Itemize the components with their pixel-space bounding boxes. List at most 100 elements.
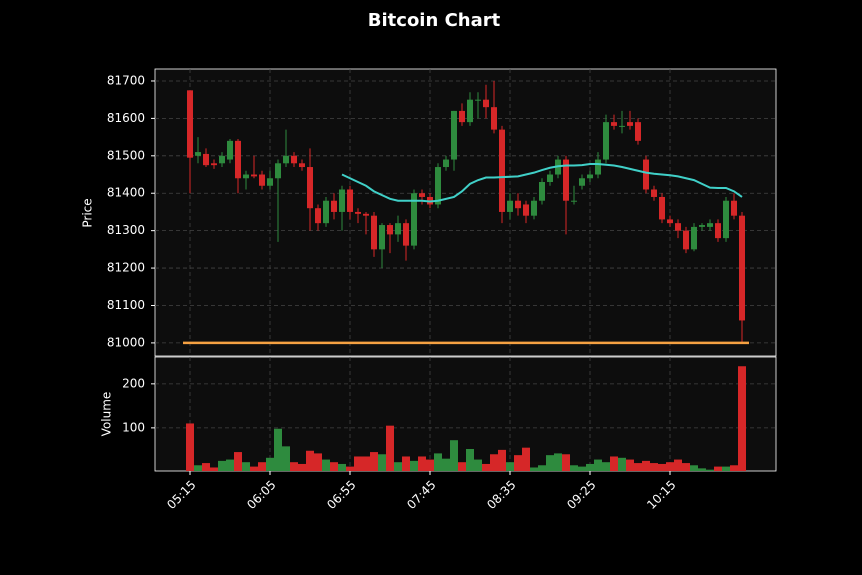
volume-bar (586, 463, 594, 471)
candle-body (483, 99, 489, 108)
volume-bar (210, 467, 218, 471)
volume-bar (698, 468, 706, 471)
volume-axis-label: Volume (100, 392, 114, 437)
volume-bar (362, 456, 370, 471)
volume-bar (202, 463, 210, 471)
volume-bar (554, 453, 562, 471)
candle-body (611, 122, 617, 126)
candle-body (219, 155, 225, 164)
volume-bar (306, 450, 314, 471)
volume-bar (634, 463, 642, 471)
volume-bar (570, 465, 578, 471)
candle-body (523, 204, 529, 216)
y-tick-label: 81700 (107, 73, 145, 87)
volume-bar (714, 466, 722, 471)
volume-bar (282, 446, 290, 471)
volume-bar (562, 454, 570, 471)
candle-body (467, 99, 473, 123)
candle-body (259, 174, 265, 186)
y-tick-label: 81300 (107, 223, 145, 237)
volume-bar (594, 459, 602, 471)
candle-body (547, 174, 553, 183)
candle-body (723, 200, 729, 239)
candle-body (251, 174, 257, 177)
volume-bar (706, 469, 714, 471)
volume-bar (314, 453, 322, 471)
volume-bar (234, 452, 242, 471)
candle-body (563, 159, 569, 201)
volume-bar (610, 456, 618, 471)
volume-bar (618, 457, 626, 471)
candle-body (395, 223, 401, 235)
y-tick-label: 81500 (107, 148, 145, 162)
candle-body (499, 129, 505, 212)
candle-body (371, 215, 377, 250)
volume-bar (226, 459, 234, 471)
volume-bar (386, 425, 394, 471)
candle-body (227, 140, 233, 160)
y-tick-label: 81100 (107, 298, 145, 312)
volume-bar (658, 463, 666, 471)
volume-bar (482, 463, 490, 471)
volume-bar (338, 463, 346, 471)
candle-body (291, 155, 297, 164)
y-tick-label: 81200 (107, 261, 145, 275)
volume-bar (330, 462, 338, 471)
volume-bar (394, 462, 402, 471)
volume-bar (426, 459, 434, 471)
candle-body (243, 174, 249, 179)
volume-bar (298, 463, 306, 471)
chart-title: Bitcoin Chart (368, 10, 501, 31)
candle-body (211, 163, 217, 166)
moving-average (341, 163, 743, 203)
volume-bar (194, 465, 202, 471)
candle-body (419, 193, 425, 197)
volume-bar (290, 462, 298, 471)
candle-body (595, 159, 601, 175)
volume-bar (650, 463, 658, 471)
volume-bar (450, 440, 458, 471)
candle-body (731, 200, 737, 216)
candle-body (643, 159, 649, 190)
volume-bar (378, 454, 386, 471)
candle-body (331, 200, 337, 212)
candle-body (323, 200, 329, 224)
candle-body (627, 122, 633, 126)
volume-bar (242, 462, 250, 471)
candle-body (339, 189, 345, 212)
volume-bar (458, 462, 466, 471)
volume-bar (514, 455, 522, 471)
volume-bar (442, 458, 450, 471)
candle-body (451, 110, 457, 160)
volume-bar (370, 452, 378, 471)
candle-body (739, 215, 745, 321)
volume-bar (602, 462, 610, 471)
candle-body (443, 159, 449, 168)
candle-body (379, 225, 385, 250)
candle-body (683, 230, 689, 250)
candle-body (699, 225, 705, 227)
volume-bar (578, 466, 586, 471)
candle-body (587, 174, 593, 179)
volume-bar (730, 465, 738, 471)
volume-bar (666, 462, 674, 471)
candle-body (707, 223, 713, 227)
candle-body (507, 200, 513, 212)
volume-bar (498, 449, 506, 471)
candle-body (691, 226, 697, 250)
candle-body (667, 219, 673, 224)
volume-bar (354, 456, 362, 471)
volume-bar (434, 453, 442, 471)
candle-body (531, 200, 537, 216)
volume-bar (626, 459, 634, 471)
candle-body (675, 223, 681, 231)
volume-bar (546, 455, 554, 471)
volume-bar (530, 467, 538, 471)
candle-body (635, 122, 641, 141)
volume-bar (642, 460, 650, 471)
volume-bar (522, 447, 530, 471)
y-tick-label: 81600 (107, 111, 145, 125)
volume-bar (402, 456, 410, 471)
candle-body (491, 107, 497, 130)
candle-body (315, 208, 321, 224)
